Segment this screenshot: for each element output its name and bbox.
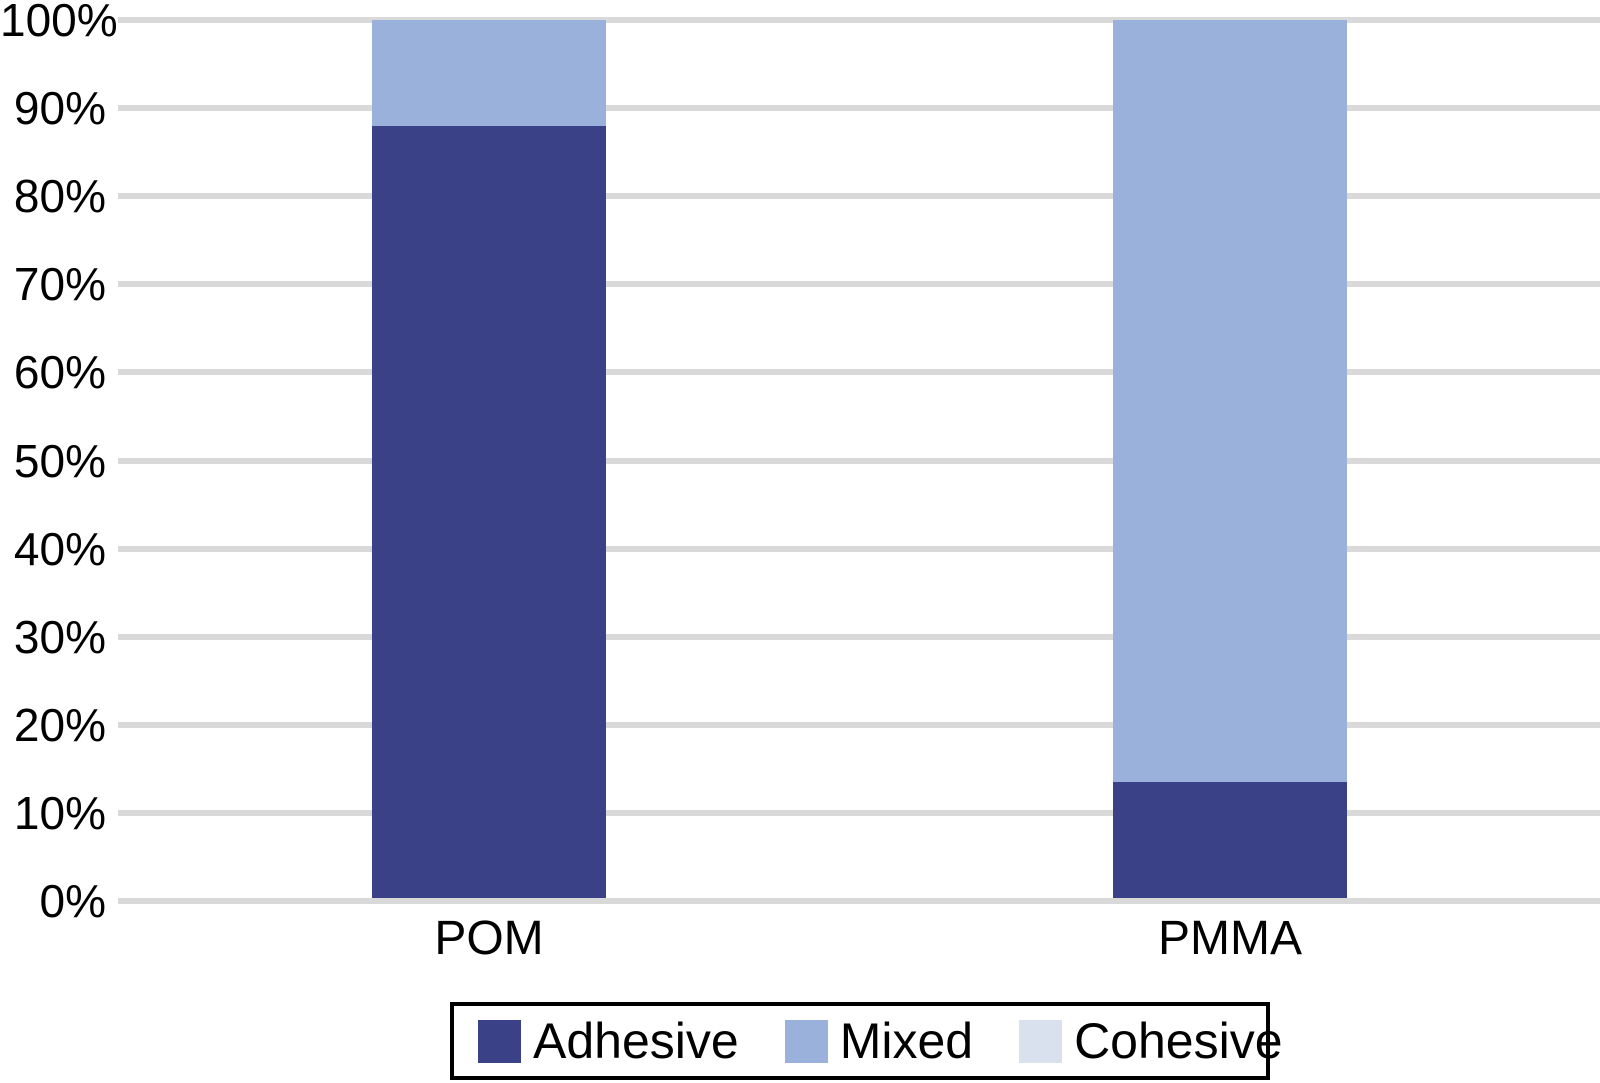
x-category-label-pom: POM	[434, 912, 544, 965]
y-tick-label-50: 50%	[13, 434, 106, 487]
legend-label-cohesive: Cohesive	[1074, 1013, 1283, 1069]
gridline-30	[118, 633, 1600, 640]
bar-segment-pmma-mixed	[1113, 20, 1347, 782]
y-tick-label-10: 10%	[13, 786, 106, 839]
y-tick-label-70: 70%	[13, 258, 106, 311]
y-tick-label-40: 40%	[13, 522, 106, 575]
legend: Adhesive Mixed Cohesive	[450, 1002, 1283, 1080]
gridline-80	[118, 193, 1600, 200]
y-tick-label-30: 30%	[13, 610, 106, 663]
y-tick-label-80: 80%	[13, 170, 106, 223]
bar-segment-pom-adhesive	[372, 126, 606, 898]
gridline-40	[118, 545, 1600, 552]
y-tick-label-20: 20%	[13, 698, 106, 751]
gridline-50	[118, 457, 1600, 464]
legend-swatch-cohesive	[1019, 1019, 1063, 1063]
x-category-label-pmma: PMMA	[1158, 912, 1302, 965]
gridline-10	[118, 809, 1600, 816]
bar-segment-pom-mixed	[372, 20, 606, 126]
y-tick-label-60: 60%	[13, 346, 106, 399]
legend-item-mixed: Mixed	[784, 1013, 974, 1069]
legend-label-mixed: Mixed	[839, 1013, 974, 1069]
gridline-20	[118, 721, 1600, 728]
gridline-90	[118, 105, 1600, 112]
y-tick-label-0: 0%	[39, 875, 106, 927]
legend-label-adhesive: Adhesive	[533, 1013, 739, 1069]
gridline-70	[118, 281, 1600, 288]
gridline-0	[118, 898, 1600, 904]
legend-item-adhesive: Adhesive	[478, 1016, 739, 1066]
bar-segment-pmma-adhesive	[1113, 782, 1347, 898]
legend-swatch-mixed	[784, 1019, 828, 1063]
gridline-100	[118, 17, 1600, 23]
y-tick-label-100: 100%	[0, 0, 118, 46]
legend-item-cohesive: Cohesive	[1019, 1013, 1283, 1069]
y-tick-label-90: 90%	[13, 82, 106, 135]
legend-swatch-adhesive	[478, 1019, 521, 1063]
gridline-60	[118, 369, 1600, 376]
